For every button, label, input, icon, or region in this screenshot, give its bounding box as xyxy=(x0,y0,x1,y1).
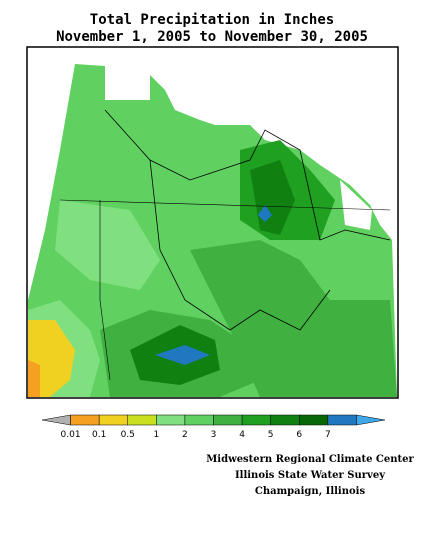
legend-label: 7 xyxy=(325,430,331,440)
credit: Champaign, Illinois xyxy=(255,486,366,497)
legend-arrow xyxy=(356,414,386,426)
legend-label: 2 xyxy=(182,430,188,440)
border xyxy=(104,109,391,241)
legend-swatch xyxy=(98,414,128,426)
precip-area xyxy=(258,205,272,222)
legend-swatch xyxy=(299,414,329,426)
legend-swatch xyxy=(270,414,300,426)
legend-label: 0.1 xyxy=(92,430,106,440)
border xyxy=(99,200,111,381)
precip-area xyxy=(55,200,160,290)
map xyxy=(26,46,399,399)
legend-swatch xyxy=(127,414,157,426)
precip-area xyxy=(190,240,397,397)
credit: Midwestern Regional Climate Center xyxy=(206,454,414,465)
legend-swatch xyxy=(327,414,357,426)
legend-swatch xyxy=(241,414,271,426)
legend-label: 0.5 xyxy=(121,430,135,440)
title: Total Precipitation in Inches xyxy=(90,12,334,28)
no-data xyxy=(340,180,372,230)
legend-label: 4 xyxy=(239,430,245,440)
legend-arrow xyxy=(41,414,71,426)
legend-label: 3 xyxy=(211,430,217,440)
legend-label: 0.01 xyxy=(61,430,81,440)
border xyxy=(59,199,391,211)
legend-swatch xyxy=(156,414,186,426)
border xyxy=(149,159,331,331)
legend-label: 1 xyxy=(153,430,159,440)
credit: Illinois State Water Survey xyxy=(235,470,386,481)
precip-area xyxy=(155,345,210,365)
legend-label: 5 xyxy=(268,430,274,440)
legend-label: 6 xyxy=(296,430,302,440)
legend-swatch xyxy=(70,414,100,426)
legend: 0.01 0.1 0.5 1 2 3 4 5 6 7 xyxy=(41,414,386,440)
legend-swatch xyxy=(184,414,214,426)
precip-area xyxy=(28,360,40,397)
legend-swatch xyxy=(213,414,243,426)
subtitle: November 1, 2005 to November 30, 2005 xyxy=(56,29,368,45)
